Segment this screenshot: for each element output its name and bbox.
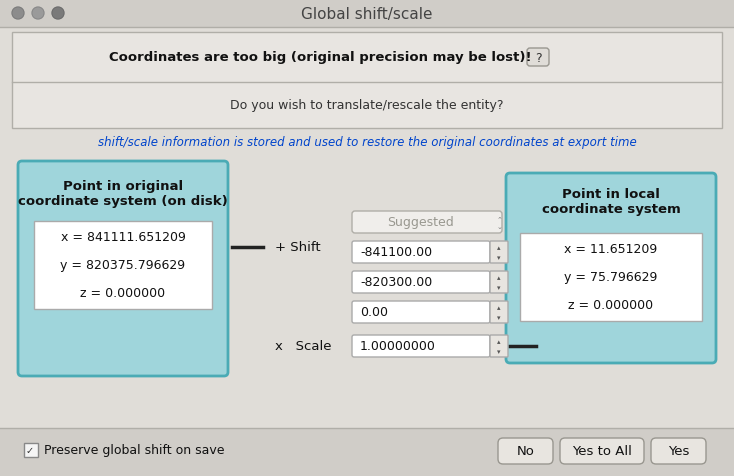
Text: ▴: ▴ [497,245,501,250]
FancyBboxPatch shape [352,335,490,357]
Text: Preserve global shift on save: Preserve global shift on save [44,444,225,456]
Text: Point in original
coordinate system (on disk): Point in original coordinate system (on … [18,179,228,208]
Circle shape [12,8,24,20]
Text: y = 75.796629: y = 75.796629 [564,271,658,284]
Text: ▾: ▾ [497,314,501,320]
Text: Yes to All: Yes to All [572,445,632,457]
Text: ▾: ▾ [497,255,501,260]
Text: z = 0.000000: z = 0.000000 [568,299,653,312]
Text: 0.00: 0.00 [360,306,388,319]
Text: Suggested: Suggested [388,216,454,229]
FancyBboxPatch shape [352,241,490,263]
Text: ?: ? [534,51,541,64]
Text: Yes: Yes [668,445,689,457]
FancyBboxPatch shape [352,271,490,293]
Bar [520,234,702,321]
Text: z = 0.000000: z = 0.000000 [81,287,166,300]
FancyBboxPatch shape [490,335,508,357]
Text: Coordinates are too big (original precision may be lost)!: Coordinates are too big (original precis… [109,51,531,64]
Text: Do you wish to translate/rescale the entity?: Do you wish to translate/rescale the ent… [230,99,504,112]
Text: ⌃: ⌃ [497,216,503,221]
Text: ▾: ▾ [497,348,501,354]
Text: x = 841111.651209: x = 841111.651209 [61,231,186,244]
Text: ▴: ▴ [497,338,501,344]
FancyBboxPatch shape [18,162,228,376]
Text: ✓: ✓ [26,445,34,455]
FancyBboxPatch shape [490,301,508,323]
Text: ▴: ▴ [497,275,501,280]
Text: No: No [517,445,534,457]
Text: + Shift: + Shift [275,241,321,254]
Text: ▴: ▴ [497,304,501,310]
FancyBboxPatch shape [352,301,490,323]
Text: -841100.00: -841100.00 [360,246,432,259]
Bar [34,221,212,309]
Text: -820300.00: -820300.00 [360,276,432,289]
FancyBboxPatch shape [352,211,502,234]
Text: shift/scale information is stored and used to restore the original coordinates a: shift/scale information is stored and us… [98,136,636,149]
Bar [0,428,734,476]
Bar [12,33,722,129]
FancyBboxPatch shape [490,271,508,293]
FancyBboxPatch shape [490,241,508,263]
Text: Global shift/scale: Global shift/scale [301,7,433,21]
Bar [0,0,734,28]
FancyBboxPatch shape [498,438,553,464]
Circle shape [52,8,64,20]
Text: Point in local
coordinate system: Point in local coordinate system [542,188,680,216]
Text: ⌄: ⌄ [497,224,503,229]
Text: 1.00000000: 1.00000000 [360,340,436,353]
Bar [24,443,38,457]
Text: ▾: ▾ [497,284,501,290]
Text: x = 11.651209: x = 11.651209 [564,243,658,256]
FancyBboxPatch shape [527,49,549,67]
Text: x   Scale: x Scale [275,340,332,353]
FancyBboxPatch shape [506,174,716,363]
Circle shape [32,8,44,20]
FancyBboxPatch shape [651,438,706,464]
FancyBboxPatch shape [560,438,644,464]
Text: y = 820375.796629: y = 820375.796629 [60,259,186,272]
